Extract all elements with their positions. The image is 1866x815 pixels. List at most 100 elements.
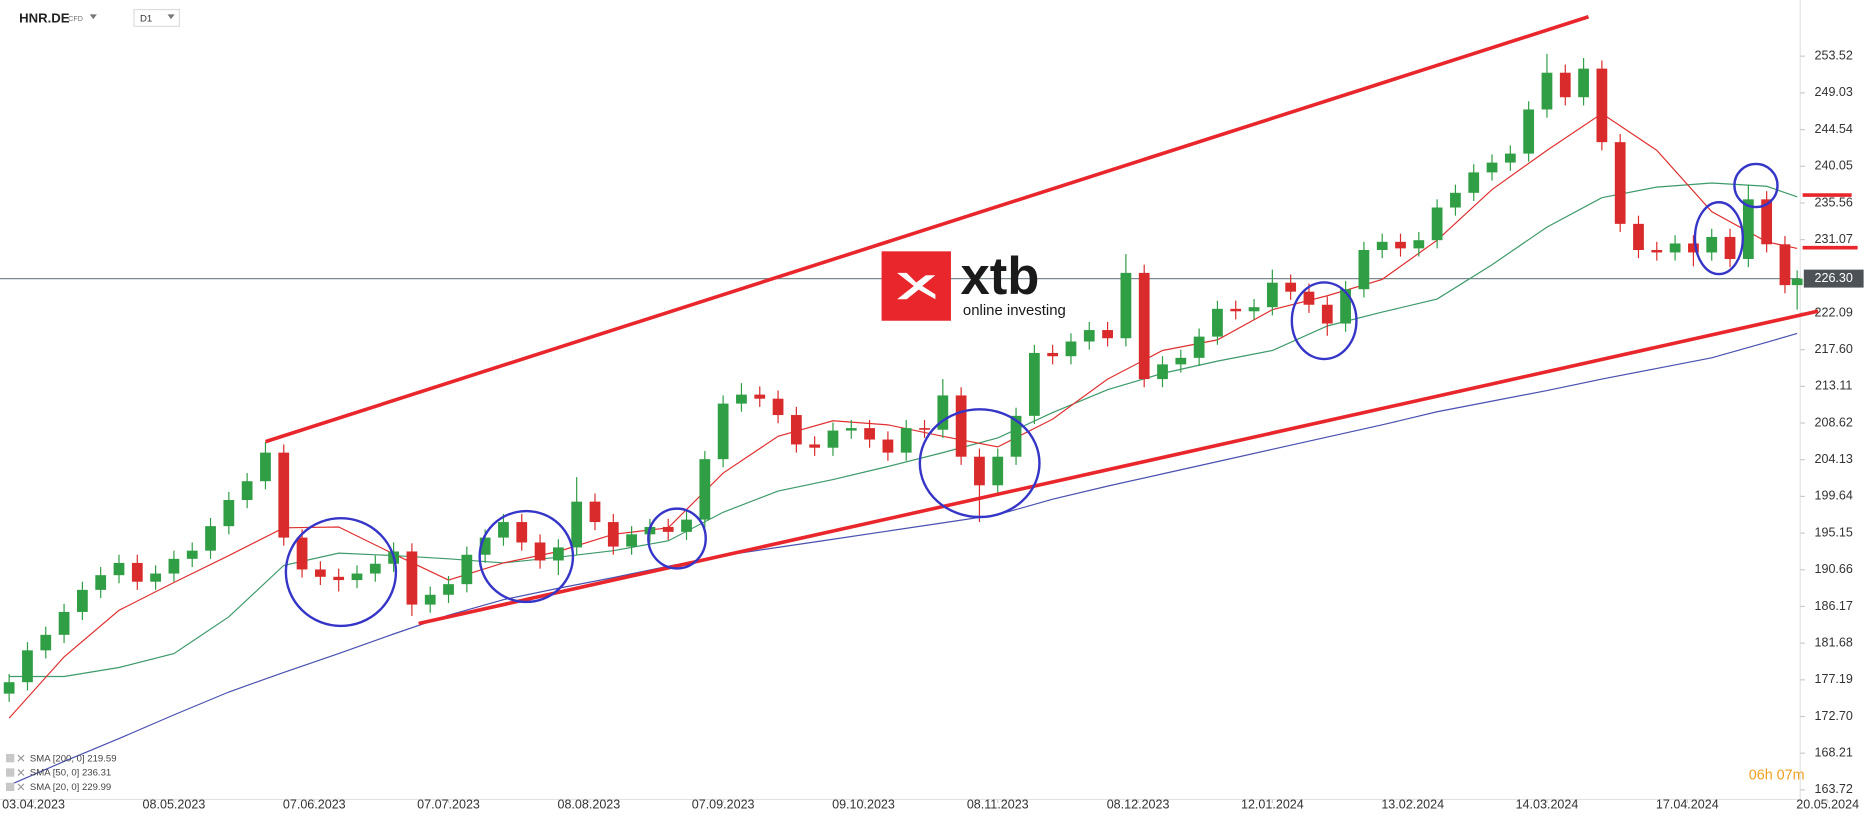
candle-body: [607, 522, 619, 547]
sma-line: [9, 182, 1798, 678]
legend-label: SMA [20, 0] 229.99: [30, 782, 111, 793]
candle-body: [3, 682, 15, 694]
candle-body: [424, 594, 436, 605]
candle-body: [1559, 72, 1571, 98]
candle-body: [205, 526, 216, 551]
candle-body: [1285, 282, 1297, 292]
y-tick-label: 190.66: [1815, 562, 1853, 576]
candle-body: [955, 395, 967, 457]
y-tick-label: 199.64: [1815, 489, 1853, 503]
y-tick-label: 249.03: [1815, 85, 1853, 99]
channel-bottom-line: [418, 309, 1819, 626]
candle-body: [443, 584, 454, 595]
symbol[interactable]: HNR.DE: [19, 11, 70, 26]
candle-body: [76, 589, 88, 612]
candle-body: [131, 562, 143, 582]
candle-body: [1706, 236, 1718, 253]
candle-body: [479, 537, 491, 555]
candle-body: [552, 547, 564, 561]
y-tick-label: 208.62: [1815, 415, 1853, 429]
y-tick-label: 204.13: [1815, 452, 1853, 466]
x-tick-label: 12.01.2024: [1241, 798, 1304, 812]
x-tick-label: 14.03.2024: [1516, 798, 1579, 812]
candle-body: [1596, 68, 1608, 143]
x-tick-label: 08.08.2023: [557, 798, 620, 812]
candle-body: [351, 573, 363, 581]
candle-body: [498, 522, 509, 538]
highlight-circle: [918, 408, 1041, 519]
x-tick-label: 07.06.2023: [283, 798, 346, 812]
candle-body: [1633, 223, 1644, 251]
candle-body: [827, 430, 839, 448]
candle-body: [260, 452, 271, 482]
candle-body: [369, 563, 381, 574]
candle-body: [919, 428, 930, 430]
candle-body: [314, 569, 326, 577]
candle-body: [589, 501, 601, 523]
highlight-circle: [1733, 162, 1779, 209]
legend-label: SMA [50, 0] 236.31: [30, 768, 111, 779]
candle-body: [1450, 192, 1461, 208]
x-tick-label: 13.02.2024: [1381, 798, 1444, 812]
candle-body: [534, 542, 546, 561]
candle-body: [845, 428, 857, 431]
y-tick-label: 195.15: [1815, 525, 1853, 539]
dropdown-arrow[interactable]: [89, 14, 97, 20]
dropdown-arrow[interactable]: [167, 14, 175, 20]
candle-body: [882, 439, 894, 453]
candle-body: [333, 576, 345, 581]
candle-body: [1688, 243, 1699, 253]
legend: SMA [200, 0] 219.59 SMA [50, 0] 236.31 SMA…: [5, 753, 117, 793]
candle-body: [113, 562, 125, 576]
candle-body: [772, 398, 784, 416]
instrument-type: CFD: [68, 15, 83, 23]
countdown: 06h 07m: [1749, 767, 1805, 783]
candle-body: [1761, 199, 1773, 245]
sma-line: [8, 332, 1798, 786]
candle-body: [296, 537, 308, 570]
candle-body: [1724, 236, 1736, 259]
legend-icon: [5, 753, 15, 763]
candle-body: [900, 428, 912, 453]
y-tick-label: 231.07: [1815, 232, 1853, 246]
candle-body: [1157, 364, 1168, 380]
highlight-circle: [1290, 281, 1358, 361]
candle-body: [974, 456, 985, 486]
x-tick-label: 08.05.2023: [143, 798, 206, 812]
x-tick-label: 17.04.2024: [1656, 798, 1719, 812]
candle-body: [516, 522, 528, 543]
candle-body: [22, 650, 33, 683]
x-tick-label: 09.10.2023: [832, 798, 895, 812]
x-tick-label: 20.05.2024: [1796, 798, 1859, 812]
candle-body: [1065, 341, 1077, 357]
candle-body: [1175, 357, 1187, 365]
candle-body: [1303, 291, 1315, 305]
candle-body: [790, 415, 802, 445]
timeframe[interactable]: D1: [140, 14, 152, 25]
y-tick-label: 244.54: [1815, 122, 1853, 136]
candle-body: [1358, 250, 1370, 290]
candle-body: [1340, 289, 1351, 324]
candle-body: [40, 634, 52, 651]
legend-icon: [5, 782, 15, 792]
y-tick-label: 213.11: [1815, 379, 1852, 393]
y-tick-label: 172.70: [1815, 709, 1853, 723]
y-tick-label: 217.60: [1815, 342, 1853, 356]
candle-body: [1742, 199, 1754, 259]
candle-body: [754, 394, 766, 399]
candle-body: [662, 526, 674, 532]
timeframe-select[interactable]: [133, 8, 181, 27]
candle-body: [864, 428, 875, 440]
candle-body: [1193, 336, 1205, 358]
legend-label: SMA [200, 0] 219.59: [30, 753, 117, 764]
toolbar: HNR.DE CFD D1: [19, 8, 181, 27]
x-tick-label: 03.04.2023: [2, 798, 65, 812]
candle-body: [1431, 207, 1443, 241]
current-price-box: [1803, 269, 1864, 288]
candle-body: [1212, 308, 1223, 337]
watermark: xtb online investing: [881, 247, 1066, 321]
y-tick-label: 222.09: [1815, 305, 1853, 319]
